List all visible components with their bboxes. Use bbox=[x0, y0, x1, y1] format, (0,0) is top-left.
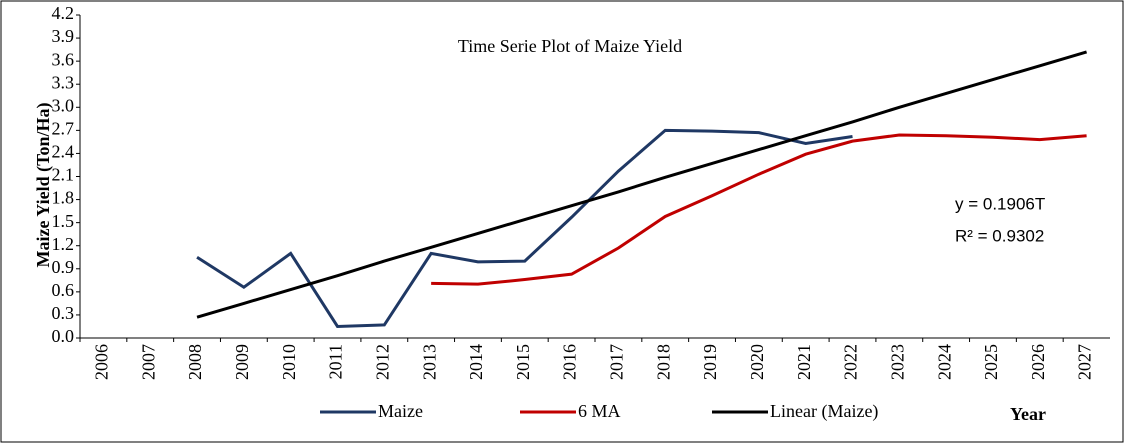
x-tick-label: 2018 bbox=[653, 344, 673, 380]
y-tick-label: 0.6 bbox=[52, 280, 75, 300]
y-tick-label: 1.5 bbox=[52, 211, 75, 231]
legend-label: Linear (Maize) bbox=[770, 401, 878, 422]
annotation: y = 0.1906T bbox=[955, 194, 1045, 213]
x-tick-label: 2013 bbox=[419, 344, 439, 380]
y-tick-label: 2.1 bbox=[52, 165, 75, 185]
x-tick-label: 2012 bbox=[372, 344, 392, 380]
annotation: R² = 0.9302 bbox=[955, 226, 1044, 245]
line-series bbox=[431, 133, 1087, 286]
y-tick-label: 3.3 bbox=[52, 72, 75, 92]
x-tick-label: 2009 bbox=[232, 344, 252, 380]
x-tick-label: 2019 bbox=[700, 344, 720, 380]
x-tick-label: 2027 bbox=[1075, 344, 1095, 380]
y-tick-label: 3.9 bbox=[52, 26, 75, 46]
y-tick-label: 0.3 bbox=[52, 303, 75, 323]
x-axis-label: Year bbox=[1010, 404, 1046, 424]
x-tick-label: 2016 bbox=[560, 344, 580, 380]
x-tick-label: 2010 bbox=[279, 344, 299, 380]
y-tick-label: 2.4 bbox=[52, 142, 75, 162]
line-series bbox=[196, 50, 1088, 319]
legend-label: Maize bbox=[378, 401, 423, 421]
y-tick-label: 0.0 bbox=[52, 326, 75, 346]
chart-title: Time Serie Plot of Maize Yield bbox=[458, 36, 682, 56]
x-tick-label: 2015 bbox=[513, 344, 533, 380]
y-tick-label: 2.7 bbox=[52, 118, 75, 138]
y-tick-label: 4.2 bbox=[52, 3, 75, 23]
x-tick-label: 2026 bbox=[1028, 344, 1048, 380]
x-tick-label: 2008 bbox=[185, 344, 205, 380]
y-tick-label: 1.8 bbox=[52, 188, 75, 208]
x-tick-label: 2014 bbox=[466, 344, 486, 380]
x-tick-label: 2023 bbox=[887, 344, 907, 380]
x-tick-label: 2007 bbox=[138, 344, 158, 380]
x-tick-label: 2024 bbox=[934, 344, 954, 380]
x-tick-label: 2017 bbox=[607, 344, 627, 380]
legend-label: 6 MA bbox=[578, 401, 621, 421]
y-tick-label: 3.6 bbox=[52, 49, 75, 69]
line-series bbox=[196, 128, 853, 328]
y-tick-label: 0.9 bbox=[52, 257, 75, 277]
y-axis-label: Maize Yield (Ton/Ha) bbox=[33, 103, 54, 268]
x-tick-label: 2021 bbox=[794, 344, 814, 380]
x-tick-label: 2011 bbox=[326, 344, 346, 379]
x-tick-label: 2020 bbox=[747, 344, 767, 380]
x-tick-label: 2006 bbox=[92, 344, 112, 380]
x-tick-label: 2025 bbox=[981, 344, 1001, 380]
y-tick-label: 3.0 bbox=[52, 95, 75, 115]
y-tick-label: 1.2 bbox=[52, 234, 75, 254]
x-tick-label: 2022 bbox=[841, 344, 861, 380]
